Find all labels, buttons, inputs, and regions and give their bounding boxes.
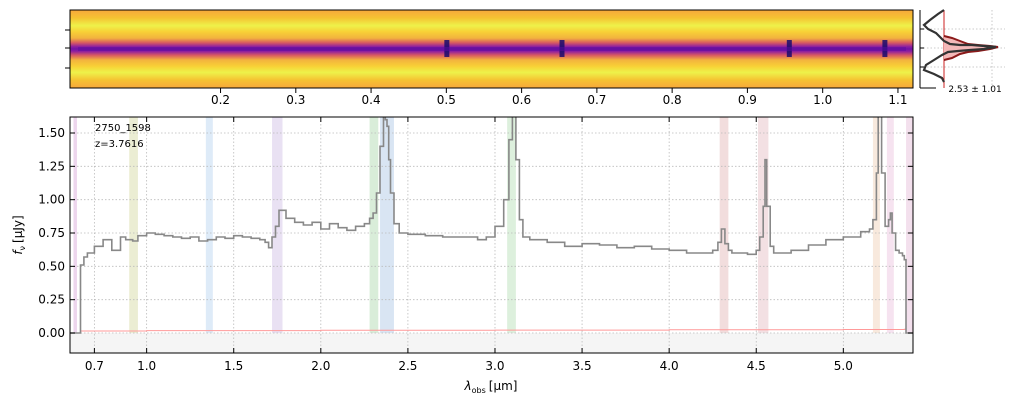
line-band [507, 117, 516, 353]
line-band [129, 117, 138, 353]
spectrum-2d-tick-label: 1.0 [813, 93, 832, 107]
line-band [380, 117, 394, 353]
spectrum-trace [70, 117, 913, 334]
spectrum-2d-tick-label: 0.2 [211, 93, 230, 107]
profile-model-line [943, 35, 999, 61]
spectrum-2d-tick-label: 1.1 [888, 93, 907, 107]
x-tick-label: 4.0 [660, 359, 679, 373]
spectrum-2d-tick-label: 0.4 [362, 93, 381, 107]
spectrum-2d-tick-label: 0.6 [512, 93, 531, 107]
spectrum-2d-tick-label: 0.7 [587, 93, 606, 107]
spectrum-2d-trace [78, 47, 906, 51]
profile-ticks [920, 28, 924, 68]
y-tick-label: 0.75 [38, 226, 65, 240]
line-band [872, 117, 880, 353]
line-band [205, 117, 213, 353]
plot-area [70, 117, 913, 353]
object-id-label: 2750_1598 [95, 123, 151, 134]
spectrum-2d-tick-label: 0.3 [286, 93, 305, 107]
redshift-label: z=3.7616 [95, 139, 144, 150]
line-band [369, 117, 379, 353]
profile-data-line [922, 9, 997, 83]
x-tick-label: 4.5 [747, 359, 766, 373]
x-tick-label: 1.0 [137, 359, 156, 373]
x-tick-label: 2.0 [311, 359, 330, 373]
x-tick-label: 2.5 [398, 359, 417, 373]
y-tick-label: 0.25 [38, 293, 65, 307]
y-tick-label: 0.50 [38, 259, 65, 273]
line-band [719, 117, 729, 353]
spectrum-2d-tick-label: 0.5 [437, 93, 456, 107]
spectrum-1d-panel: 0.00 0.25 0.50 0.75 1.00 1.25 1.50 0.7 1.0 1.5 2.… [11, 116, 914, 395]
spectrum-2d-tick-label: 0.8 [663, 93, 682, 107]
x-tick-label: 1.5 [224, 359, 243, 373]
y-axis: 0.00 0.25 0.50 0.75 1.00 1.25 1.50 [38, 126, 913, 340]
x-axis: 0.7 1.0 1.5 2.0 2.5 3.0 3.5 4.0 4.5 5.0 [85, 117, 853, 373]
y-axis-label: fν[μJy] [11, 215, 27, 254]
spectrum-2d-frame [69, 9, 914, 89]
x-tick-label: 5.0 [834, 359, 853, 373]
spectrum-2d-features [78, 40, 906, 57]
x-tick-label: 3.0 [485, 359, 504, 373]
profile-annotation: 2.53 ± 1.01 [948, 85, 1001, 95]
y-tick-label: 1.00 [38, 193, 65, 207]
plot-frame [69, 116, 914, 354]
negative-region-shade [70, 333, 913, 353]
x-tick-label: 3.5 [573, 359, 592, 373]
line-band [906, 117, 913, 353]
grid [70, 117, 913, 353]
line-band [272, 117, 283, 353]
line-band [73, 117, 77, 353]
spectrum-2d-panel: 0.2 0.3 0.4 0.5 0.6 0.7 0.8 0.9 1.0 1.1 [65, 9, 914, 107]
y-tick-label: 1.50 [38, 126, 65, 140]
profile-panel: 2.53 ± 1.01 [919, 9, 1005, 95]
line-band [886, 117, 894, 353]
profile-model-fill [944, 36, 998, 60]
spectrum-2d-axis: 0.2 0.3 0.4 0.5 0.6 0.7 0.8 0.9 1.0 1.1 [65, 29, 907, 107]
x-axis-label: λobs [μm] [464, 379, 518, 395]
x-tick-label: 0.7 [85, 359, 104, 373]
y-tick-label: 0.00 [38, 326, 65, 340]
y-tick-label: 1.25 [38, 159, 65, 173]
spectrum-2d-tick-label: 0.9 [738, 93, 757, 107]
